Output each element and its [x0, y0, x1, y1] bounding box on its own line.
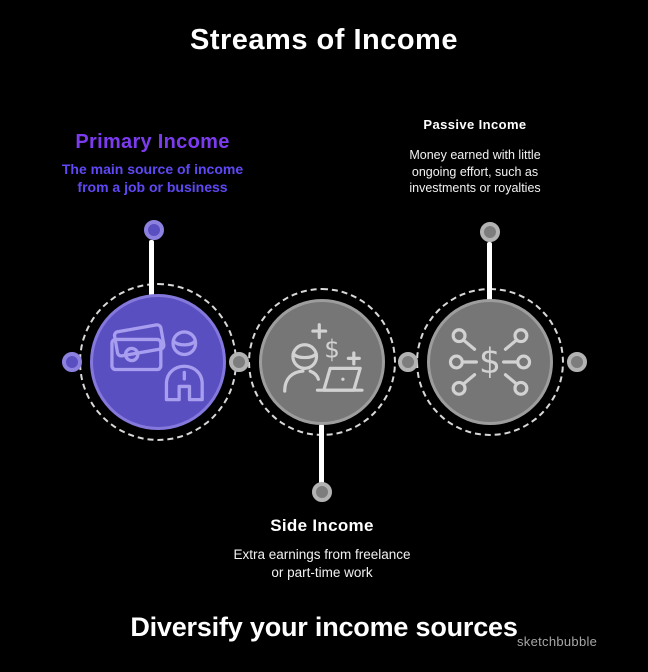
primary-income-circle — [90, 294, 226, 430]
watermark-text: sketchbubble — [517, 634, 598, 649]
between-side-passive-dot — [398, 352, 418, 372]
passive-top-dot — [480, 222, 500, 242]
freelancer-laptop-icon: $ — [283, 323, 364, 393]
side-income-circle: $ — [259, 299, 385, 425]
primary-connector-line — [149, 240, 154, 296]
passive-description-line2: ongoing effort, such as — [411, 164, 539, 179]
passive-connector-line — [487, 242, 492, 302]
primary-income-label: Primary Income The main source of income… — [30, 131, 275, 196]
passive-income-circle: $ — [427, 299, 553, 425]
right-edge-dot — [567, 352, 587, 372]
side-description-line1: Extra earnings from freelance — [233, 547, 411, 562]
side-bottom-dot — [312, 482, 332, 502]
left-edge-dot — [62, 352, 82, 372]
page-title: Streams of Income — [190, 24, 458, 56]
between-primary-side-dot — [229, 352, 249, 372]
dollar-network-icon: $ — [448, 328, 532, 396]
primary-description-line1: The main source of income — [61, 161, 244, 177]
side-description-line2: or part-time work — [271, 564, 373, 580]
passive-description-line1: Money earned with little — [409, 148, 541, 162]
side-income-heading: Side Income — [270, 516, 374, 535]
passive-income-heading: Passive Income — [423, 117, 527, 132]
primary-income-description: The main source of income from a job or … — [30, 160, 275, 196]
passive-income-label: Passive Income Money earned with little … — [385, 117, 565, 197]
svg-text:$: $ — [324, 334, 340, 363]
primary-top-dot — [144, 220, 164, 240]
primary-description-line2: from a job or business — [77, 179, 228, 196]
passive-description-line3: investments or royalties — [409, 181, 541, 195]
svg-text:$: $ — [479, 342, 501, 382]
passive-income-description: Money earned with little ongoing effort,… — [385, 147, 565, 197]
footer-headline: Diversify your income sources — [130, 612, 518, 642]
wallet-person-icon — [110, 323, 204, 402]
side-income-label: Side Income Extra earnings from freelanc… — [222, 516, 422, 582]
side-connector-line — [319, 424, 324, 484]
side-income-description: Extra earnings from freelance or part-ti… — [222, 546, 422, 582]
primary-income-heading: Primary Income — [75, 131, 230, 153]
